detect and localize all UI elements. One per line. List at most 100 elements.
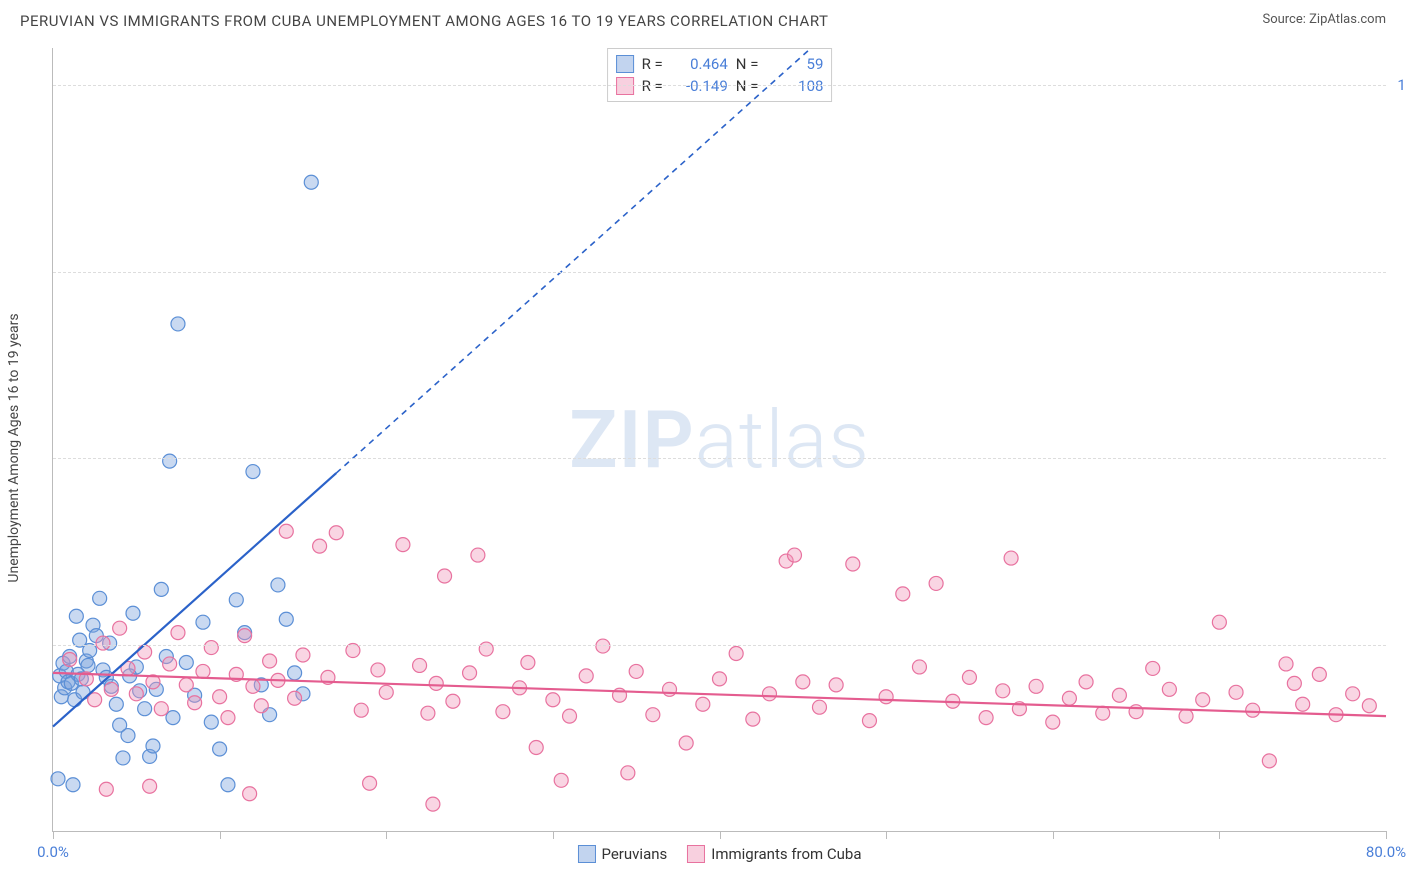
data-point (962, 670, 976, 684)
x-tick (1053, 831, 1054, 839)
data-point (1029, 679, 1043, 693)
data-point (51, 772, 65, 786)
data-point (679, 736, 693, 750)
data-point (563, 709, 577, 723)
y-tick-label: 75.0% (1391, 263, 1406, 281)
data-point (146, 739, 160, 753)
data-point (1112, 688, 1126, 702)
data-point (254, 699, 268, 713)
data-point (179, 655, 193, 669)
data-point (663, 682, 677, 696)
data-point (429, 676, 443, 690)
data-point (246, 679, 260, 693)
data-point (221, 778, 235, 792)
data-point (329, 526, 343, 540)
data-point (69, 609, 83, 623)
data-point (1129, 705, 1143, 719)
data-point (546, 693, 560, 707)
data-point (221, 711, 235, 725)
data-point (204, 715, 218, 729)
data-point (426, 797, 440, 811)
data-point (379, 685, 393, 699)
data-point (729, 647, 743, 661)
data-point (346, 644, 360, 658)
data-point (596, 639, 610, 653)
data-point (1079, 675, 1093, 689)
x-tick-label: 80.0% (1366, 843, 1406, 861)
gridline (53, 458, 1386, 459)
data-point (829, 678, 843, 692)
data-point (1179, 709, 1193, 723)
data-point (1279, 657, 1293, 671)
data-point (746, 712, 760, 726)
data-point (1296, 697, 1310, 711)
data-point (1162, 682, 1176, 696)
data-point (1229, 685, 1243, 699)
data-point (446, 694, 460, 708)
data-point (879, 690, 893, 704)
data-point (138, 645, 152, 659)
data-point (1196, 693, 1210, 707)
scatter-svg (53, 48, 1386, 831)
data-point (1362, 699, 1376, 713)
data-point (371, 663, 385, 677)
data-point (163, 657, 177, 671)
data-point (213, 742, 227, 756)
y-tick-label: 100.0% (1391, 76, 1406, 94)
data-point (396, 538, 410, 552)
source-attribution: Source: ZipAtlas.com (1262, 12, 1386, 27)
data-point (521, 655, 535, 669)
data-point (213, 690, 227, 704)
data-point (243, 787, 257, 801)
x-tick (1386, 831, 1387, 839)
data-point (99, 782, 113, 796)
data-point (304, 175, 318, 189)
data-point (204, 641, 218, 655)
x-tick (386, 831, 387, 839)
data-point (313, 539, 327, 553)
gridline (53, 645, 1386, 646)
x-tick (886, 831, 887, 839)
gridline (53, 85, 1386, 86)
data-point (229, 593, 243, 607)
data-point (812, 700, 826, 714)
data-point (188, 696, 202, 710)
data-point (996, 684, 1010, 698)
data-point (179, 678, 193, 692)
data-point (438, 569, 452, 583)
y-tick-label: 50.0% (1391, 449, 1406, 467)
chart-plot-area: ZIPatlas R = 0.464 N = 59 R = -0.149 N =… (52, 48, 1386, 832)
data-point (166, 711, 180, 725)
legend-item-peruvians: Peruvians (577, 845, 667, 863)
data-point (463, 666, 477, 680)
data-point (246, 465, 260, 479)
data-point (979, 711, 993, 725)
data-point (104, 682, 118, 696)
data-point (862, 714, 876, 728)
data-point (1046, 715, 1060, 729)
data-point (171, 626, 185, 640)
data-point (1146, 661, 1160, 675)
data-point (263, 654, 277, 668)
data-point (138, 702, 152, 716)
data-point (471, 548, 485, 562)
x-tick (553, 831, 554, 839)
data-point (713, 672, 727, 686)
data-point (93, 591, 107, 605)
x-tick (720, 831, 721, 839)
data-point (629, 664, 643, 678)
series-legend: Peruvians Immigrants from Cuba (577, 845, 861, 863)
x-tick (1219, 831, 1220, 839)
data-point (696, 697, 710, 711)
data-point (196, 615, 210, 629)
data-point (554, 773, 568, 787)
data-point (96, 636, 110, 650)
data-point (1262, 754, 1276, 768)
y-tick-label: 25.0% (1391, 636, 1406, 654)
data-point (81, 658, 95, 672)
data-point (279, 612, 293, 626)
data-point (271, 578, 285, 592)
data-point (1346, 687, 1360, 701)
data-point (66, 778, 80, 792)
swatch-blue-icon (577, 845, 595, 863)
